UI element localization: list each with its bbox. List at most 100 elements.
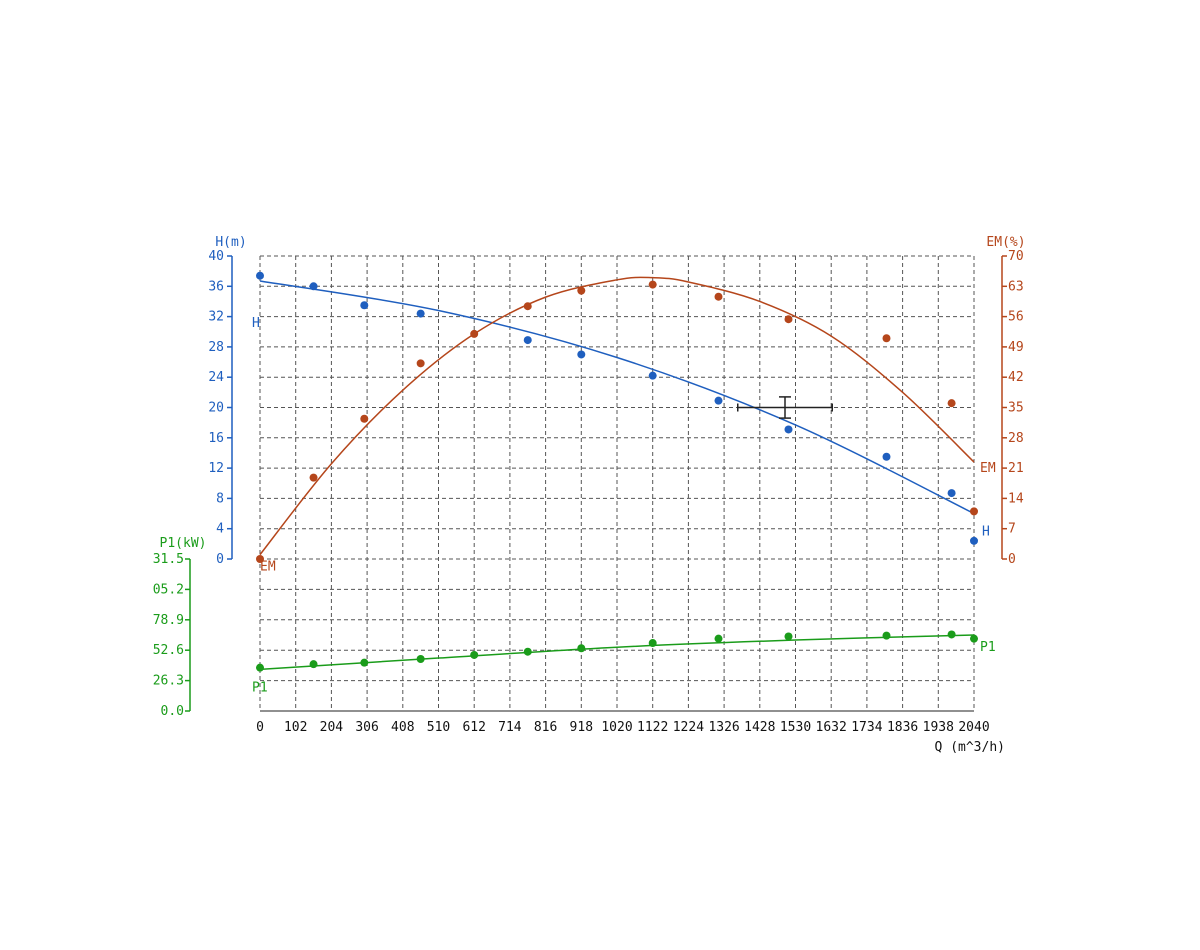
x-axis-tick-label: 714 bbox=[498, 720, 522, 735]
p1-data-point bbox=[947, 630, 956, 639]
p1-data-point bbox=[970, 634, 978, 643]
h-axis-tick-label: 4 bbox=[216, 522, 224, 537]
x-axis-tick-label: 1020 bbox=[601, 720, 632, 735]
p1-end-label: P1 bbox=[980, 640, 996, 655]
p1-axis-tick-label: 26.3 bbox=[153, 674, 184, 689]
h-data-point bbox=[256, 271, 264, 280]
h-data-point bbox=[360, 301, 369, 310]
x-axis-tick-label: 816 bbox=[534, 720, 557, 735]
x-axis-tick-label: 1836 bbox=[887, 720, 918, 735]
curves bbox=[259, 276, 975, 671]
p1-data-point bbox=[882, 631, 891, 640]
em-data-point bbox=[256, 555, 264, 563]
h-data-point bbox=[947, 489, 956, 498]
h-data-point bbox=[309, 282, 318, 291]
em-fit-curve bbox=[259, 276, 975, 556]
em-start-label: EM bbox=[260, 560, 276, 575]
h-axis-tick-label: 12 bbox=[208, 461, 224, 476]
em-end-label: EM bbox=[980, 461, 996, 476]
em-data-point bbox=[523, 302, 532, 311]
em-axis-tick-label: 7 bbox=[1008, 522, 1016, 537]
em-axis-tick-label: 49 bbox=[1008, 340, 1024, 355]
operating-point-marker bbox=[737, 396, 833, 419]
h-start-label: H bbox=[252, 316, 260, 331]
p1-axis-tick-label: 31.5 bbox=[153, 552, 184, 567]
em-data-point bbox=[947, 399, 956, 408]
h-end-label: H bbox=[982, 525, 990, 540]
p1-axis-tick-label: 0.0 bbox=[161, 704, 184, 719]
h-axis-tick-label: 32 bbox=[208, 310, 224, 325]
em-axis-title: EM(%) bbox=[986, 235, 1025, 250]
em-data-point bbox=[648, 280, 657, 289]
h-data-point bbox=[784, 425, 793, 434]
em-data-point bbox=[784, 315, 793, 324]
x-axis-title: Q (m^3/h) bbox=[935, 740, 1005, 755]
tick-labels: 0481216202428323640071421283542495663700… bbox=[153, 235, 1026, 755]
em-axis-tick-label: 35 bbox=[1008, 401, 1024, 416]
em-axis-tick-label: 0 bbox=[1008, 552, 1016, 567]
h-axis-tick-label: 24 bbox=[208, 370, 224, 385]
em-data-point bbox=[577, 286, 586, 295]
em-axis-tick-label: 21 bbox=[1008, 461, 1024, 476]
x-axis-tick-label: 1224 bbox=[673, 720, 704, 735]
p1-data-point bbox=[309, 660, 318, 669]
x-axis-tick-label: 612 bbox=[462, 720, 485, 735]
p1-data-point bbox=[784, 632, 793, 641]
p1-axis-tick-label: 78.9 bbox=[153, 613, 184, 628]
em-data-point bbox=[714, 292, 723, 301]
x-axis-tick-label: 204 bbox=[320, 720, 344, 735]
x-axis-tick-label: 0 bbox=[256, 720, 264, 735]
p1-data-point bbox=[523, 647, 532, 656]
x-axis-tick-label: 1122 bbox=[637, 720, 668, 735]
x-axis-tick-label: 1938 bbox=[923, 720, 954, 735]
x-axis-tick-label: 408 bbox=[391, 720, 414, 735]
h-axis-tick-label: 0 bbox=[216, 552, 224, 567]
p1-axis-tick-label: 05.2 bbox=[153, 582, 184, 597]
axes bbox=[189, 256, 1003, 712]
em-axis-tick-label: 42 bbox=[1008, 370, 1024, 385]
x-axis-tick-label: 1326 bbox=[708, 720, 739, 735]
h-data-point bbox=[648, 371, 657, 380]
curve-labels: H H EM EM P1 P1 bbox=[252, 316, 996, 695]
em-data-point bbox=[309, 473, 318, 482]
em-axis-tick-label: 70 bbox=[1008, 249, 1024, 264]
h-fit-curve bbox=[259, 280, 975, 515]
em-axis-tick-label: 14 bbox=[1008, 491, 1024, 506]
h-axis-tick-label: 40 bbox=[208, 249, 224, 264]
em-axis-tick-label: 63 bbox=[1008, 279, 1024, 294]
em-axis-tick-label: 28 bbox=[1008, 431, 1024, 446]
p1-axis-title: P1(kW) bbox=[160, 536, 207, 551]
p1-data-point bbox=[714, 634, 723, 643]
em-data-point bbox=[882, 334, 891, 343]
x-axis-tick-label: 2040 bbox=[958, 720, 989, 735]
em-data-point bbox=[470, 329, 479, 338]
x-axis-tick-label: 510 bbox=[427, 720, 450, 735]
h-data-point bbox=[416, 309, 425, 318]
em-data-point bbox=[360, 414, 369, 423]
p1-data-point bbox=[577, 644, 586, 653]
x-axis-tick-label: 1632 bbox=[816, 720, 847, 735]
h-data-point bbox=[523, 336, 532, 345]
x-axis-tick-label: 918 bbox=[570, 720, 593, 735]
x-axis-tick-label: 1428 bbox=[744, 720, 775, 735]
em-data-point bbox=[970, 507, 978, 516]
x-axis-tick-label: 1530 bbox=[780, 720, 811, 735]
p1-fit-curve bbox=[259, 634, 975, 671]
em-axis-tick-label: 56 bbox=[1008, 310, 1024, 325]
p1-axis-tick-label: 52.6 bbox=[153, 643, 184, 658]
h-data-point bbox=[970, 536, 978, 545]
h-axis-tick-label: 20 bbox=[208, 401, 224, 416]
p1-data-point bbox=[360, 658, 369, 667]
p1-data-point bbox=[416, 654, 425, 663]
h-axis-tick-label: 16 bbox=[208, 431, 224, 446]
x-axis-tick-label: 306 bbox=[355, 720, 378, 735]
h-axis-title: H(m) bbox=[215, 235, 246, 250]
p1-start-label: P1 bbox=[252, 680, 268, 695]
x-axis-tick-label: 1734 bbox=[851, 720, 882, 735]
h-data-point bbox=[714, 396, 723, 405]
p1-data-point bbox=[648, 639, 657, 648]
p1-data-point bbox=[256, 663, 264, 672]
x-axis-tick-label: 102 bbox=[284, 720, 307, 735]
h-axis-tick-label: 28 bbox=[208, 340, 224, 355]
h-axis-tick-label: 36 bbox=[208, 279, 224, 294]
